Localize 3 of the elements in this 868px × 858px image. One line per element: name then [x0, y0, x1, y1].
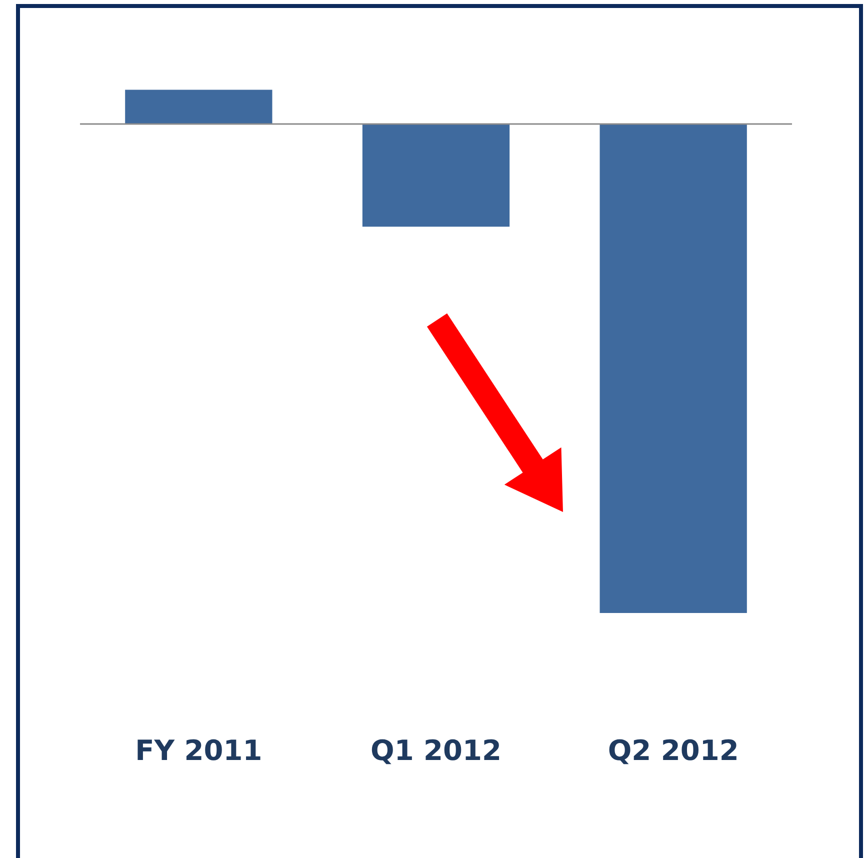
x-tick-label: Q2 2012	[608, 734, 739, 767]
x-tick-label: FY 2011	[135, 734, 262, 767]
x-tick-label: Q1 2012	[370, 734, 502, 767]
